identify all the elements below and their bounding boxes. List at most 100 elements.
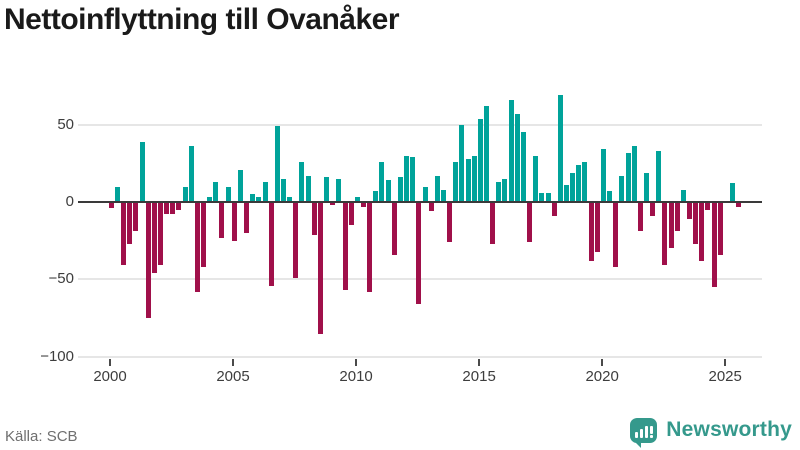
bar-2020Q2 <box>607 191 612 202</box>
bar-2023Q4 <box>693 202 699 244</box>
bar-2007Q4 <box>299 161 305 202</box>
bar-2018Q2 <box>557 95 563 202</box>
bar-2024Q3 <box>711 202 717 288</box>
bar-2013Q4 <box>447 202 453 243</box>
bar-2012Q3 <box>416 202 422 305</box>
x-axis-label-2020: 2020 <box>585 368 619 385</box>
bar-2002Q1 <box>157 202 163 266</box>
bar-2003Q4 <box>201 202 206 267</box>
x-axis-label-2000: 2000 <box>93 368 127 385</box>
bar-2006Q1 <box>256 197 262 202</box>
bar-glyph <box>644 425 648 438</box>
bar-2008Q4 <box>324 177 329 202</box>
bar-2007Q3 <box>293 202 299 278</box>
bar-2010Q1 <box>354 197 360 202</box>
bar-2015Q3 <box>490 202 496 244</box>
bar-2014Q2 <box>459 124 465 202</box>
bar-2008Q2 <box>311 202 317 235</box>
bar-2024Q4 <box>717 202 723 255</box>
bar-2003Q1 <box>182 186 188 202</box>
bar-2023Q3 <box>687 202 692 219</box>
bar-2021Q4 <box>643 172 649 202</box>
bar-2017Q1 <box>527 202 532 243</box>
bar-2007Q1 <box>281 178 286 202</box>
bar-2006Q2 <box>262 181 268 202</box>
bar-2004Q1 <box>207 197 213 202</box>
bar-2021Q2 <box>631 146 637 202</box>
bar-2013Q2 <box>434 175 440 202</box>
bar-glyph <box>639 428 643 438</box>
gridline--100 <box>78 355 762 358</box>
bar-glyph <box>634 431 638 438</box>
y-axis-label--100: −100 <box>40 347 74 365</box>
bar-2011Q4 <box>397 177 403 202</box>
bar-2025Q2 <box>730 183 736 202</box>
bar-2018Q3 <box>563 185 569 202</box>
bar-2022Q2 <box>656 151 662 202</box>
bar-2023Q2 <box>680 189 686 202</box>
bar-2003Q2 <box>188 146 194 202</box>
bar-2020Q1 <box>600 149 606 202</box>
bar-2000Q1 <box>108 202 114 209</box>
newsworthy-wordmark: Newsworthy <box>666 418 792 441</box>
bar-2014Q1 <box>453 161 459 202</box>
x-axis-tick-2020 <box>601 359 604 366</box>
bar-2006Q3 <box>268 202 274 286</box>
bar-2023Q1 <box>674 202 680 232</box>
x-axis-tick-2005 <box>232 359 235 366</box>
bar-2013Q3 <box>440 189 446 202</box>
bar-2002Q3 <box>170 202 176 215</box>
bar-2019Q3 <box>588 202 594 261</box>
bar-2024Q1 <box>699 202 705 261</box>
bar-2018Q1 <box>551 202 557 216</box>
bar-2001Q3 <box>145 202 151 318</box>
speech-bubble-tail <box>633 439 642 448</box>
bar-2011Q1 <box>379 161 385 202</box>
bar-2009Q1 <box>330 202 336 206</box>
bar-2022Q3 <box>662 202 668 266</box>
chart-title: Nettoinflyttning till Ovanåker <box>4 3 400 36</box>
bar-2010Q2 <box>360 202 366 207</box>
bar-2007Q2 <box>287 197 293 202</box>
x-axis-tick-2025 <box>724 359 727 366</box>
bar-2015Q2 <box>484 106 489 202</box>
y-axis-label-50: 50 <box>57 115 74 133</box>
exclamation-glyph <box>649 425 653 438</box>
bar-2017Q3 <box>539 192 545 202</box>
bar-2020Q4 <box>619 175 625 202</box>
bar-2011Q2 <box>385 180 391 202</box>
source-text: Källa: SCB <box>5 428 78 445</box>
bar-2017Q4 <box>545 192 551 202</box>
bar-2014Q3 <box>465 158 471 202</box>
bar-2002Q2 <box>164 202 170 215</box>
bar-2003Q3 <box>194 202 200 292</box>
bar-2013Q1 <box>428 202 434 212</box>
bar-2017Q2 <box>533 155 539 202</box>
x-axis-label-2010: 2010 <box>339 368 373 385</box>
bar-2016Q3 <box>514 113 520 202</box>
newsworthy-bars-speech-bubble-icon <box>630 417 658 448</box>
plot-area: 50 0 −50 −100 2000 2005 2010 2015 2020 2025 <box>40 95 762 385</box>
bar-2025Q3 <box>736 202 742 207</box>
bar-2008Q1 <box>305 175 311 202</box>
bar-2005Q3 <box>244 202 249 233</box>
bar-2001Q1 <box>133 202 139 232</box>
bar-2015Q1 <box>477 118 483 202</box>
bar-2009Q3 <box>342 202 348 291</box>
bar-2022Q1 <box>650 202 656 216</box>
x-axis-tick-2015 <box>478 359 481 366</box>
bar-2001Q2 <box>139 141 145 202</box>
gridline-50 <box>78 123 762 126</box>
bar-2004Q2 <box>213 181 219 202</box>
bar-2011Q3 <box>391 202 397 255</box>
bar-2019Q4 <box>594 202 600 252</box>
bar-2012Q1 <box>404 155 409 202</box>
y-axis-label--50: −50 <box>48 270 74 288</box>
bar-2022Q4 <box>668 202 674 249</box>
bar-2000Q3 <box>121 202 126 266</box>
bar-2006Q4 <box>274 126 280 202</box>
zero-axis-line <box>78 201 762 203</box>
bar-2001Q4 <box>151 202 157 274</box>
bar-2018Q4 <box>570 172 576 202</box>
